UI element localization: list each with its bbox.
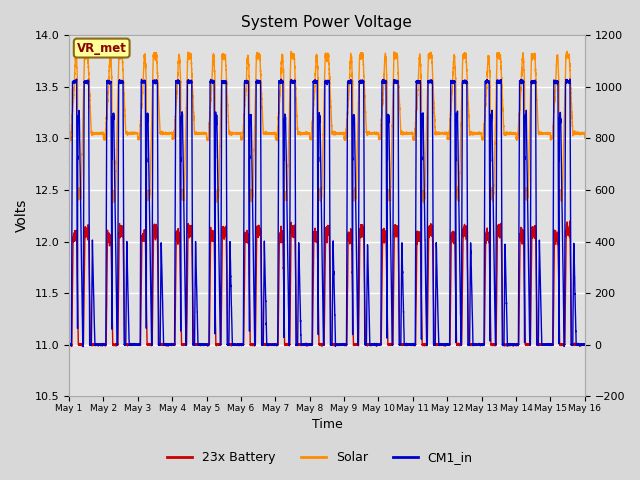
Solar [581,135,589,141]
Line: CM1_in: CM1_in [69,79,585,347]
Solar [170,132,178,138]
23x Battery [566,218,573,224]
Solar [420,201,428,206]
CM1_in [398,240,406,246]
CM1_in [65,341,73,347]
23x Battery [259,334,266,340]
Legend: 23x Battery, Solar, CM1_in: 23x Battery, Solar, CM1_in [163,446,477,469]
Line: Solar: Solar [69,51,585,204]
CM1_in [175,78,183,84]
23x Battery [170,342,178,348]
CM1_in [259,341,266,347]
CM1_in [579,342,587,348]
23x Battery [471,342,479,348]
Solar [471,131,479,136]
CM1_in [581,342,589,348]
23x Battery [398,342,406,348]
Line: 23x Battery: 23x Battery [69,221,585,346]
Solar [65,134,73,140]
CM1_in [170,341,178,347]
Y-axis label: Volts: Volts [15,199,29,232]
Solar [579,131,587,136]
Solar [175,57,183,62]
X-axis label: Time: Time [312,419,342,432]
23x Battery [579,342,587,348]
Solar [259,105,266,110]
Text: VR_met: VR_met [77,42,127,55]
23x Battery [581,342,589,348]
CM1_in [471,342,479,348]
CM1_in [79,344,87,349]
Solar [398,130,406,135]
Title: System Power Voltage: System Power Voltage [241,15,412,30]
23x Battery [68,343,76,349]
CM1_in [73,76,81,82]
Solar [563,48,571,54]
23x Battery [65,341,73,347]
23x Battery [175,232,183,238]
